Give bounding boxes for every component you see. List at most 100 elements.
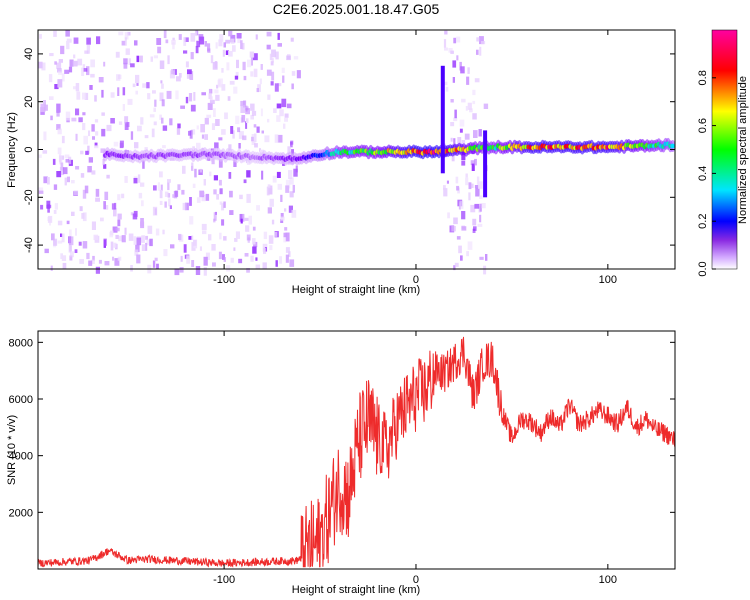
noise-speck — [213, 212, 217, 221]
noise-speck — [471, 163, 475, 171]
noise-speck — [69, 59, 74, 67]
noise-speck — [117, 213, 122, 220]
noise-speck — [267, 94, 271, 100]
noise-speck — [208, 88, 212, 94]
noise-speck — [208, 234, 212, 241]
noise-speck — [57, 68, 62, 73]
noise-speck — [65, 30, 70, 37]
noise-speck — [472, 100, 476, 105]
snr-x-axis: -100 0 100 — [213, 331, 617, 586]
noise-speck — [246, 118, 249, 123]
noise-speck — [170, 244, 175, 249]
noise-speck — [154, 257, 158, 262]
noise-speck — [124, 37, 127, 46]
noise-speck — [147, 93, 151, 100]
noise-speck — [211, 123, 215, 130]
noise-speck — [152, 206, 158, 216]
noise-speck — [152, 90, 156, 94]
noise-speck — [123, 62, 128, 69]
noise-speck — [291, 209, 297, 218]
noise-speck — [455, 176, 459, 184]
noise-speck — [450, 137, 453, 142]
noise-speck — [195, 266, 201, 275]
noise-speck — [56, 103, 61, 113]
noise-speck — [274, 134, 279, 143]
noise-speck — [443, 185, 446, 190]
noise-speck — [476, 37, 480, 42]
track-core — [670, 143, 675, 149]
colorbar-tick-label: 0.8 — [697, 70, 709, 85]
noise-speck — [240, 213, 245, 222]
noise-speck — [277, 32, 280, 40]
noise-speck — [61, 135, 65, 144]
noise-speck — [167, 182, 170, 191]
noise-speck — [118, 121, 123, 125]
noise-speck — [180, 105, 185, 109]
noise-speck — [86, 66, 90, 76]
noise-speck — [246, 159, 251, 165]
noise-speck — [201, 194, 206, 202]
noise-speck — [138, 192, 143, 199]
noise-speck — [274, 232, 278, 237]
noise-speck — [95, 131, 99, 136]
noise-speck — [149, 238, 153, 247]
noise-speck — [113, 208, 117, 217]
noise-speck — [283, 232, 287, 238]
snr-y-label: SNR (10 * v/v) — [6, 415, 18, 485]
noise-speck — [227, 96, 231, 101]
noise-speck — [103, 61, 106, 67]
noise-speck — [459, 61, 462, 71]
noise-speck — [57, 79, 63, 88]
noise-speck — [61, 255, 67, 261]
noise-speck — [276, 115, 281, 122]
noise-speck — [49, 96, 54, 100]
noise-speck — [285, 179, 291, 189]
spectrogram-y-tick-label: 0 — [23, 146, 35, 152]
noise-speck — [207, 102, 213, 110]
noise-speck — [61, 233, 65, 243]
noise-speck — [236, 59, 239, 69]
noise-speck — [128, 58, 131, 65]
noise-speck — [159, 60, 165, 69]
noise-speck — [274, 83, 279, 92]
noise-speck — [481, 41, 486, 45]
noise-speck — [261, 170, 264, 180]
noise-speck — [234, 238, 238, 242]
noise-speck — [470, 204, 476, 213]
noise-speck — [64, 177, 67, 186]
noise-speck — [276, 171, 281, 178]
noise-speck — [49, 218, 51, 226]
noise-speck — [246, 268, 250, 273]
noise-speck — [246, 193, 251, 203]
noise-speck — [243, 75, 247, 81]
noise-speck — [172, 37, 175, 41]
noise-speck — [164, 191, 169, 197]
noise-speck — [117, 194, 121, 201]
noise-speck — [190, 104, 196, 112]
snr-background — [38, 331, 675, 569]
spectrogram-x-tick-label: 100 — [599, 274, 617, 286]
noise-speck — [196, 197, 201, 203]
noise-speck — [280, 213, 284, 219]
noise-speck — [157, 182, 160, 191]
noise-speck — [233, 158, 237, 167]
noise-speck — [159, 200, 163, 205]
noise-speck — [478, 129, 482, 137]
spectrogram-y-tick-label: 20 — [23, 96, 35, 108]
noise-speck — [193, 240, 197, 246]
noise-speck — [201, 134, 205, 139]
noise-speck — [201, 92, 206, 96]
noise-speck — [199, 168, 202, 173]
noise-speck — [467, 241, 473, 250]
noise-speck — [60, 162, 64, 171]
noise-speck — [209, 99, 215, 104]
noise-speck — [59, 167, 65, 176]
noise-speck — [262, 262, 267, 269]
noise-speck — [470, 160, 475, 166]
noise-speck — [447, 212, 450, 219]
noise-speck — [92, 136, 95, 140]
noise-speck — [256, 88, 259, 93]
noise-speck — [253, 124, 257, 128]
noise-speck — [460, 255, 463, 261]
noise-speck — [232, 130, 235, 139]
